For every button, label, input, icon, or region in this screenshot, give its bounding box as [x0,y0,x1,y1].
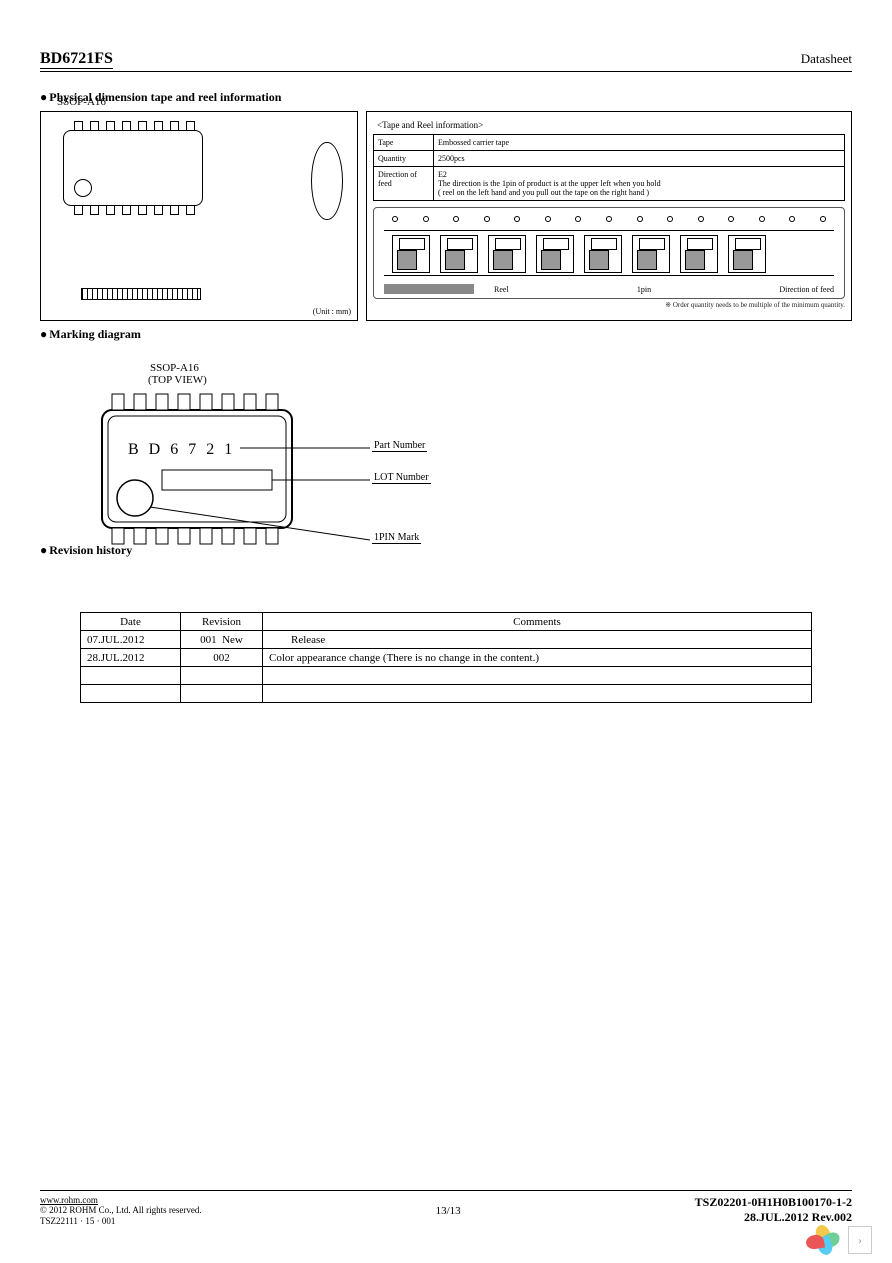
doc-type: Datasheet [801,51,852,67]
table-row: Tape Embossed carrier tape [374,135,845,151]
revision-table-wrap: Date Revision Comments 07.JUL.2012 001 N… [80,612,812,703]
drawings-row: SSOP-A16 (Unit : mm) [40,111,852,321]
tape-value: E2 The direction is the 1pin of product … [434,167,845,201]
bottom-ui: › [808,1225,872,1255]
ssop-top-view-mini [63,130,203,206]
revision-table: Date Revision Comments 07.JUL.2012 001 N… [80,612,812,703]
section-physical-dim: Physical dimension tape and reel informa… [40,90,852,105]
tape-heading: <Tape and Reel information> [377,120,845,130]
tape-label: Tape [374,135,434,151]
chip-text: B D 6 7 2 1 [128,441,235,458]
pins-top [112,394,278,410]
marking-container: SSOP-A16 (TOP VIEW) [80,362,500,562]
table-header-row: Date Revision Comments [81,613,812,631]
unit-label: (Unit : mm) [313,307,351,316]
table-row: Direction of feed E2 The direction is th… [374,167,845,201]
footer-date-rev: 28.JUL.2012 Rev.002 [695,1210,852,1226]
col-date: Date [81,613,181,631]
cell-rev: 001 New [181,631,263,649]
part-number: BD6721FS [40,50,113,69]
tape-label: Direction of feed [374,167,434,201]
marking-section: SSOP-A16 (TOP VIEW) [40,362,852,562]
table-row: Quantity 2500pcs [374,151,845,167]
side-profile [311,142,343,220]
table-row: 28.JUL.2012 002 Color appearance change … [81,649,812,667]
footer-docnum: TSZ02201-0H1H0B100170-1-2 [695,1195,852,1211]
cell-date: 07.JUL.2012 [81,631,181,649]
label-lot-number: LOT Number [372,472,431,484]
label-pin1-mark: 1PIN Mark [372,532,421,544]
marking-view: (TOP VIEW) [148,374,500,386]
tape-value: 2500pcs [434,151,845,167]
footer-copyright: © 2012 ROHM Co., Ltd. All rights reserve… [40,1205,202,1216]
section-marking: Marking diagram [40,327,852,342]
logo-icon [808,1225,838,1255]
footer-url: www.rohm.com [40,1195,202,1206]
tape-labels: Reel 1pin Direction of feed [494,285,834,294]
tape-value: Embossed carrier tape [434,135,845,151]
side-view [81,288,201,300]
pins-top [74,121,195,131]
cell-comments: Color appearance change (There is no cha… [263,649,812,667]
footer-tsz: TSZ22111 · 15 · 001 [40,1216,202,1227]
pin1-label: 1pin [637,285,651,294]
reel-block [384,284,474,294]
tape-strip [384,230,834,276]
footer: www.rohm.com © 2012 ROHM Co., Ltd. All r… [40,1190,852,1227]
package-label: SSOP-A16 [57,96,106,108]
reel-label: Reel [494,285,509,294]
tape-label: Quantity [374,151,434,167]
chip-body [63,130,203,206]
footer-right: TSZ02201-0H1H0B100170-1-2 28.JUL.2012 Re… [695,1195,852,1227]
dimension-drawing-box: SSOP-A16 (Unit : mm) [40,111,358,321]
tape-drawing: Reel 1pin Direction of feed [373,207,845,299]
next-page-button[interactable]: › [848,1226,872,1254]
page: BD6721FS Datasheet Physical dimension ta… [0,0,892,1263]
header: BD6721FS Datasheet [40,50,852,72]
marking-package: SSOP-A16 [150,362,500,374]
marking-drawing: B D 6 7 2 1 Part Number LOT Number 1PIN … [80,392,500,562]
table-row [81,685,812,703]
table-row [81,667,812,685]
direction-label: Direction of feed [779,285,834,294]
section-revision: Revision history [40,543,132,558]
col-revision: Revision [181,613,263,631]
cell-comments: Release [263,631,812,649]
tape-note: ※ Order quantity needs to be multiple of… [373,301,845,309]
pins-bottom [74,205,195,215]
col-comments: Comments [263,613,812,631]
table-row: 07.JUL.2012 001 New Release [81,631,812,649]
footer-page: 13/13 [436,1205,461,1217]
pins-bottom [112,528,278,544]
label-part-number: Part Number [372,440,427,452]
tape-info-table: Tape Embossed carrier tape Quantity 2500… [373,134,845,201]
footer-left: www.rohm.com © 2012 ROHM Co., Ltd. All r… [40,1195,202,1227]
tape-reel-box: <Tape and Reel information> Tape Embosse… [366,111,852,321]
cell-rev: 002 [181,649,263,667]
pin1-dot [74,179,92,197]
sprocket-holes [392,216,826,222]
cell-date: 28.JUL.2012 [81,649,181,667]
marking-svg: B D 6 7 2 1 [80,392,500,562]
